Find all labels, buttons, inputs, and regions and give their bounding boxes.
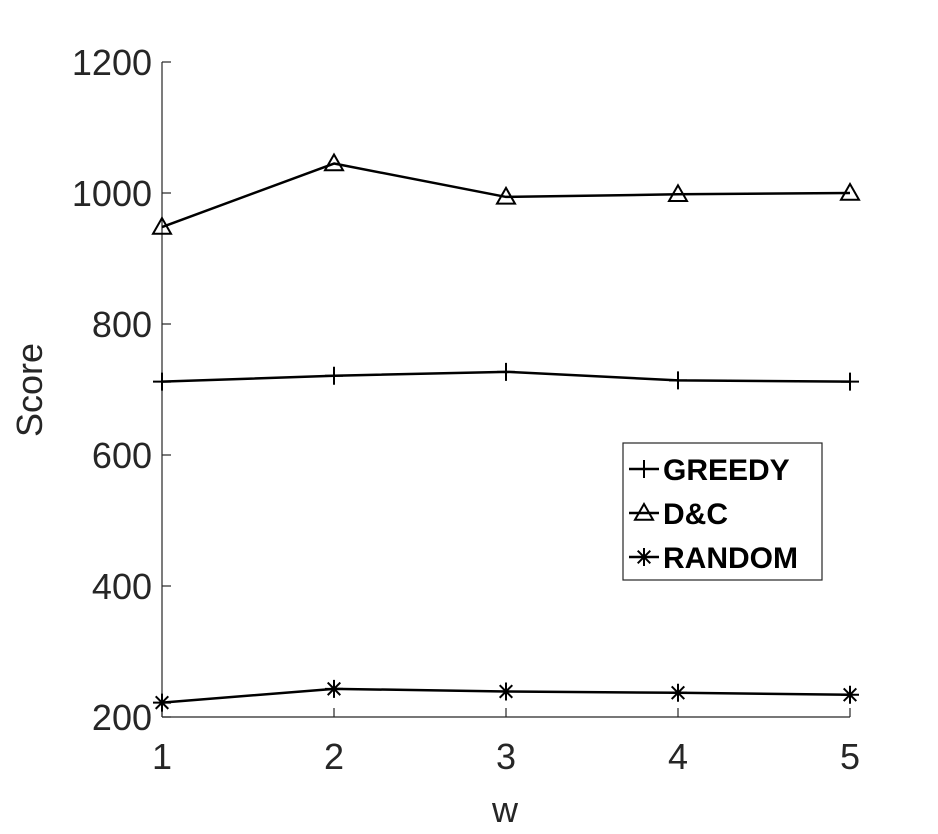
data-point (669, 683, 687, 702)
legend: GREEDY D&C RANDOM (622, 442, 823, 581)
series-random (153, 679, 859, 712)
legend-label: RANDOM (663, 542, 798, 575)
data-point (153, 372, 171, 391)
data-point (497, 682, 515, 701)
y-tick-label: 600 (92, 435, 152, 476)
axes: 200 400 600 800 1000 1200 1 2 3 4 5 (72, 42, 860, 777)
y-axis-label: Score (9, 343, 50, 437)
data-point (495, 185, 517, 205)
series-line (161, 162, 851, 229)
data-point (325, 366, 343, 385)
data-point (497, 362, 515, 381)
y-tick-label: 400 (92, 566, 152, 607)
legend-marker (635, 460, 653, 478)
x-tick-label: 1 (152, 736, 172, 777)
legend-item: GREEDY (629, 454, 790, 487)
data-point (325, 679, 343, 698)
series-greedy (153, 362, 859, 391)
data-point (323, 152, 345, 172)
legend-label: GREEDY (663, 454, 790, 487)
x-axis-label: w (491, 789, 519, 830)
y-tick-label: 800 (92, 304, 152, 345)
legend-marker (635, 548, 653, 566)
x-tick-label: 4 (668, 736, 688, 777)
y-tick-label: 200 (92, 697, 152, 738)
data-point (667, 183, 689, 203)
y-tick-label: 1000 (72, 173, 152, 214)
legend-item: RANDOM (629, 542, 798, 575)
data-point (669, 371, 687, 390)
data-point (841, 372, 859, 391)
data-point (151, 216, 173, 235)
series-layer (151, 152, 861, 712)
data-point (839, 181, 861, 201)
legend-item: D&C (629, 498, 728, 531)
series-d-c (151, 152, 861, 235)
data-point (841, 685, 859, 704)
legend-marker (633, 501, 655, 521)
x-tick-label: 5 (840, 736, 860, 777)
x-tick-label: 3 (496, 736, 516, 777)
data-point (153, 693, 171, 712)
legend-label: D&C (663, 498, 728, 531)
x-tick-label: 2 (324, 736, 344, 777)
y-tick-label: 1200 (72, 42, 152, 83)
